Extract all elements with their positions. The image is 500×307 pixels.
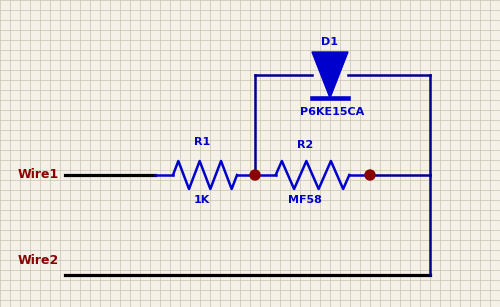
Text: P6KE15CA: P6KE15CA xyxy=(300,107,364,117)
Text: Wire1: Wire1 xyxy=(18,169,59,181)
Text: Wire2: Wire2 xyxy=(18,254,59,266)
Polygon shape xyxy=(312,52,348,98)
Text: MF58: MF58 xyxy=(288,195,322,205)
Text: R1: R1 xyxy=(194,137,210,147)
Text: R2: R2 xyxy=(297,140,313,150)
Circle shape xyxy=(365,170,375,180)
Text: 1K: 1K xyxy=(194,195,210,205)
Text: D1: D1 xyxy=(322,37,338,47)
Circle shape xyxy=(250,170,260,180)
